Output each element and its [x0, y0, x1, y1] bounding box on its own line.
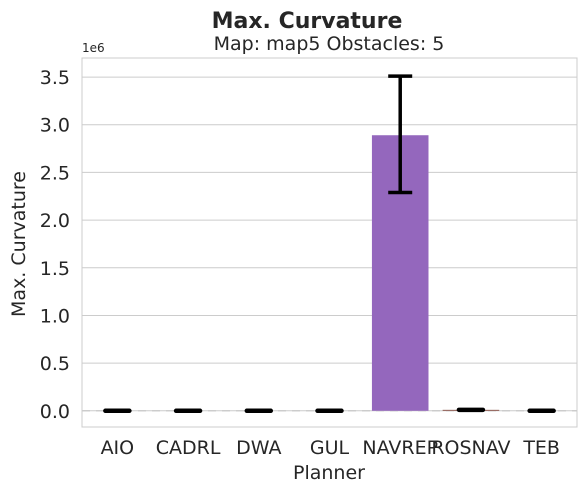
- grid-lines: [82, 76, 577, 412]
- chart-suptitle: Max. Curvature: [212, 9, 403, 34]
- y-axis-label: Max. Curvature: [8, 171, 30, 317]
- bars: [371, 135, 500, 411]
- y-offset-label: 1e6: [82, 41, 105, 55]
- y-tick-label: 0.5: [40, 353, 70, 375]
- y-tick-label: 3.5: [40, 67, 70, 89]
- y-tick-label: 1.0: [40, 305, 70, 327]
- y-tick-label: 2.5: [40, 162, 70, 184]
- x-tick-label: TEB: [522, 437, 560, 459]
- y-tick-labels: 0.0 0.5 1.0 1.5 2.0 2.5 3.0 3.5: [40, 67, 70, 423]
- y-tick-label: 3.0: [40, 115, 70, 137]
- x-tick-label: GUL: [310, 437, 350, 459]
- x-tick-label: ROSNAV: [431, 437, 510, 459]
- x-axis-label: Planner: [293, 462, 365, 484]
- x-tick-label: CADRL: [156, 437, 221, 459]
- y-tick-label: 2.0: [40, 210, 70, 232]
- error-bars: [103, 74, 556, 414]
- y-tick-label: 1.5: [40, 258, 70, 280]
- x-tick-label: NAVREP: [362, 437, 438, 459]
- chart-title: Map: map5 Obstacles: 5: [214, 33, 445, 55]
- y-tick-label: 0.0: [40, 401, 70, 423]
- plot-frame: [81, 57, 578, 428]
- x-tick-label: AIO: [101, 437, 135, 459]
- x-tick-label: DWA: [236, 437, 281, 459]
